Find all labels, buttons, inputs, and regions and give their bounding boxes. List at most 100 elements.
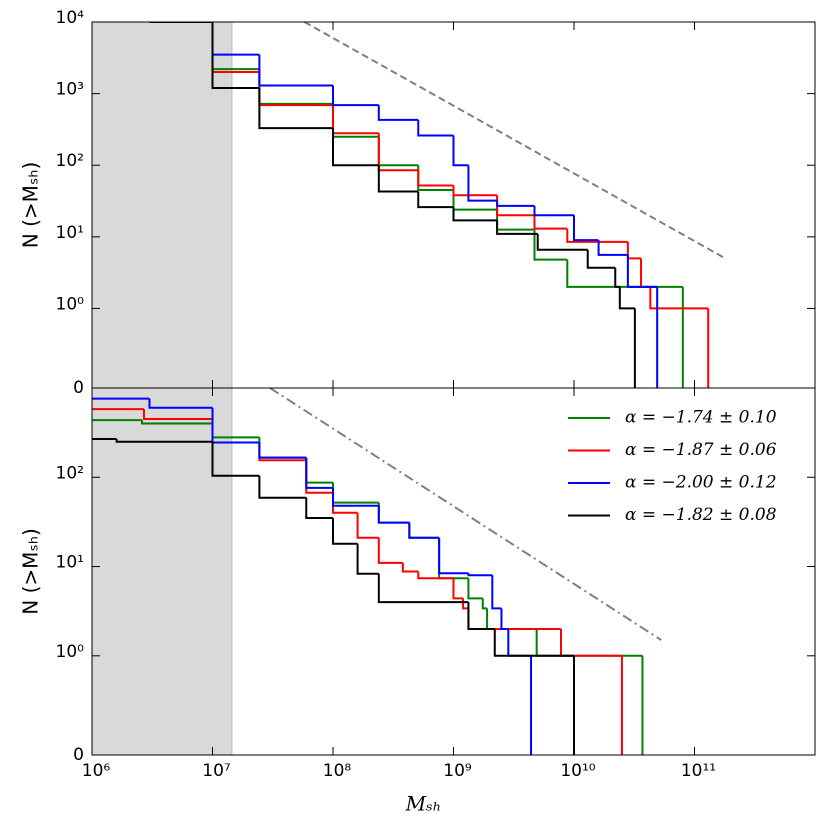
y-axis-label: N (>Mₛₕ) bbox=[19, 162, 43, 248]
step-segment bbox=[597, 240, 628, 256]
step-segment bbox=[566, 259, 683, 288]
step-segment bbox=[332, 85, 379, 107]
x-tick-label: 10⁶ bbox=[82, 761, 111, 781]
step-segment bbox=[332, 482, 379, 504]
shaded-region bbox=[92, 388, 233, 755]
step-segment bbox=[496, 220, 538, 235]
step-segment bbox=[258, 475, 307, 499]
reference-line bbox=[269, 388, 662, 641]
step-segment bbox=[533, 215, 568, 230]
step-segment bbox=[142, 409, 213, 420]
step-segment bbox=[618, 286, 635, 310]
step-segment bbox=[377, 136, 419, 167]
step-segment bbox=[332, 517, 358, 545]
step-segment bbox=[535, 628, 643, 657]
step-segment bbox=[408, 522, 440, 539]
step-segment bbox=[417, 170, 454, 187]
x-tick-label: 10¹⁰ bbox=[560, 761, 595, 781]
step-segment bbox=[626, 241, 642, 260]
legend-label: α = −1.82 ± 0.08 bbox=[625, 505, 777, 525]
step-segment bbox=[467, 608, 561, 630]
step-segment bbox=[438, 537, 469, 580]
step-segment bbox=[467, 573, 493, 577]
step-segment bbox=[467, 578, 483, 600]
legend-label: α = −1.74 ± 0.10 bbox=[625, 408, 777, 428]
y-axis-label: N (>Mₛₕ) bbox=[19, 528, 43, 614]
step-segment bbox=[452, 578, 464, 600]
step-segment bbox=[417, 571, 454, 580]
step-segment bbox=[332, 103, 379, 138]
y-tick-label: 10² bbox=[56, 463, 84, 483]
legend-label: α = −2.00 ± 0.12 bbox=[625, 473, 777, 493]
x-tick-label: 10⁷ bbox=[202, 761, 231, 781]
step-segment bbox=[467, 602, 495, 630]
step-segment bbox=[533, 205, 574, 217]
step-segment bbox=[258, 72, 333, 107]
step-segment bbox=[141, 420, 213, 425]
step-segment bbox=[356, 543, 379, 575]
step-segment bbox=[258, 69, 333, 105]
step-segment bbox=[496, 200, 535, 207]
step-segment bbox=[573, 215, 599, 242]
reference-line bbox=[304, 22, 726, 260]
y-tick-label: 10³ bbox=[56, 80, 84, 100]
step-segment bbox=[305, 457, 333, 489]
step-segment bbox=[258, 437, 307, 459]
step-segment bbox=[491, 575, 502, 610]
step-segment bbox=[452, 207, 498, 222]
step-segment bbox=[332, 487, 379, 507]
step-segment bbox=[507, 628, 532, 657]
y-tick-label: 0 bbox=[73, 378, 84, 398]
step-segment bbox=[640, 258, 651, 288]
step-segment bbox=[148, 398, 213, 409]
step-segment bbox=[452, 185, 498, 197]
y-tick-label: 10⁰ bbox=[56, 642, 85, 662]
step-segment bbox=[566, 228, 628, 243]
y-tick-label: 10² bbox=[56, 151, 84, 171]
step-segment bbox=[408, 522, 440, 539]
step-segment bbox=[486, 608, 537, 630]
step-segment bbox=[332, 105, 379, 135]
step-segment bbox=[377, 502, 410, 524]
step-segment bbox=[500, 608, 509, 630]
step-segment bbox=[356, 512, 379, 539]
step-segment bbox=[496, 209, 535, 231]
step-segment bbox=[452, 135, 469, 167]
step-segment bbox=[377, 505, 410, 524]
step-segment bbox=[401, 562, 419, 573]
step-segment bbox=[417, 119, 454, 137]
step-segment bbox=[115, 439, 213, 443]
step-segment bbox=[258, 54, 333, 87]
step-segment bbox=[211, 22, 260, 89]
step-segment bbox=[417, 191, 454, 209]
x-axis-label: Mₛₕ bbox=[405, 792, 442, 816]
step-segment bbox=[211, 441, 260, 477]
y-tick-label: 10⁰ bbox=[56, 294, 85, 314]
step-segment bbox=[559, 628, 622, 657]
step-segment bbox=[481, 598, 488, 610]
shaded-region bbox=[92, 22, 233, 388]
y-tick-label: 10¹ bbox=[56, 553, 84, 573]
step-segment bbox=[467, 165, 498, 202]
legend-label: α = −1.87 ± 0.06 bbox=[625, 440, 777, 460]
step-segment bbox=[377, 105, 419, 121]
step-segment bbox=[533, 229, 568, 261]
y-tick-label: 0 bbox=[73, 745, 84, 765]
plot-area bbox=[92, 388, 662, 755]
step-segment bbox=[536, 233, 588, 251]
step-segment bbox=[377, 537, 403, 564]
step-segment bbox=[305, 457, 333, 484]
y-tick-label: 10⁴ bbox=[56, 8, 85, 28]
step-segment bbox=[377, 165, 419, 193]
step-segment bbox=[377, 573, 469, 604]
step-segment bbox=[332, 128, 379, 167]
y-tick-label: 10¹ bbox=[56, 223, 84, 243]
step-segment bbox=[493, 628, 574, 657]
step-segment bbox=[258, 87, 333, 130]
step-segment bbox=[258, 442, 307, 459]
step-segment bbox=[438, 537, 469, 575]
step-segment bbox=[614, 267, 620, 288]
step-segment bbox=[305, 497, 333, 519]
plot-area bbox=[92, 22, 726, 388]
